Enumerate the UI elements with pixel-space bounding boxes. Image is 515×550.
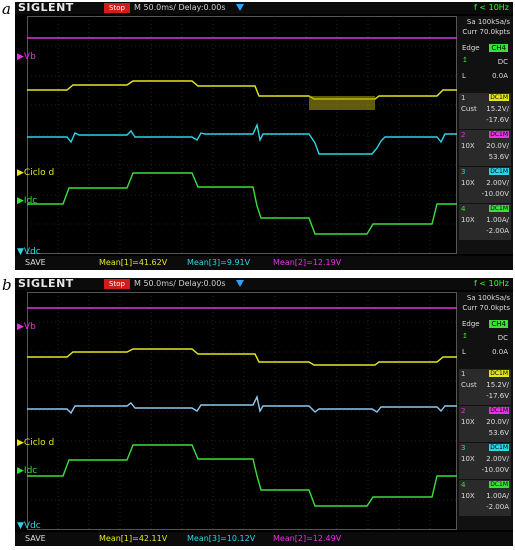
save-button[interactable]: SAVE bbox=[25, 258, 46, 267]
right-info-panel: Sa 100kSa/s Curr 70.0kpts Edge CH4 ↥ DC … bbox=[457, 292, 513, 530]
trigger-info[interactable]: Edge CH4 ↥ DC L 0.0A bbox=[459, 44, 511, 86]
oscilloscope-screen-b: SIGLENT Stop M 50.0ms/ Delay:0.00s f < 1… bbox=[15, 278, 513, 546]
frequency-readout: f < 10Hz bbox=[474, 279, 509, 288]
trace-label-vdc: ▼Vdc bbox=[17, 247, 41, 257]
trace-ciclo-d bbox=[27, 80, 457, 100]
sample-rate: Sa 100kSa/s bbox=[466, 18, 510, 26]
rising-edge-icon: ↥ bbox=[462, 332, 468, 340]
waveform-display bbox=[27, 16, 457, 254]
trigger-mode: Edge bbox=[462, 44, 480, 52]
trigger-level-label: L bbox=[462, 72, 466, 80]
trace-label-ciclo: ▶Ciclo d bbox=[17, 438, 55, 448]
bottom-measure-bar: SAVE Mean[1]=42.11V Mean[3]=10.12V Mean[… bbox=[15, 532, 513, 546]
panel-a-label: a bbox=[2, 0, 11, 18]
waveform-grid bbox=[27, 16, 457, 254]
brand-logo: SIGLENT bbox=[18, 2, 74, 14]
sample-rate: Sa 100kSa/s bbox=[466, 294, 510, 302]
trace-label-vb: ▶Vb bbox=[17, 52, 36, 62]
trigger-coupling: DC bbox=[497, 334, 508, 342]
channel-2-box[interactable]: 2 DC1M 10X 20.0V/ 53.6V bbox=[459, 406, 511, 442]
mean-2-readout: Mean[2]=12.19V bbox=[273, 258, 342, 267]
trigger-mode: Edge bbox=[462, 320, 480, 328]
panel-b-label: b bbox=[2, 276, 12, 294]
top-status-bar: SIGLENT Stop M 50.0ms/ Delay:0.00s f < 1… bbox=[15, 2, 513, 14]
brand-logo: SIGLENT bbox=[18, 278, 74, 290]
mean-1-readout: Mean[1]=42.11V bbox=[99, 534, 168, 543]
mean-1-readout: Mean[1]=41.62V bbox=[99, 258, 168, 267]
right-info-panel: Sa 100kSa/s Curr 70.0kpts Edge CH4 ↥ DC … bbox=[457, 16, 513, 254]
mean-3-readout: Mean[3]=9.91V bbox=[187, 258, 251, 267]
channel-1-box[interactable]: 1 DC1M Cust 15.2V/ -17.6V bbox=[459, 93, 511, 129]
trigger-level-label: L bbox=[462, 348, 466, 356]
save-button[interactable]: SAVE bbox=[25, 534, 46, 543]
timebase-readout: M 50.0ms/ Delay:0.00s bbox=[134, 3, 226, 12]
frequency-readout: f < 10Hz bbox=[474, 3, 509, 12]
bottom-measure-bar: SAVE Mean[1]=41.62V Mean[3]=9.91V Mean[2… bbox=[15, 256, 513, 270]
trace-idc bbox=[27, 172, 457, 235]
trace-idc bbox=[27, 444, 457, 507]
trigger-position-icon bbox=[236, 280, 244, 287]
channel-3-box[interactable]: 3 DC1M 10X 2.00V/ -10.00V bbox=[459, 443, 511, 479]
mean-3-readout: Mean[3]=10.12V bbox=[187, 534, 256, 543]
mean-2-readout: Mean[2]=12.49V bbox=[273, 534, 342, 543]
trace-vdc-cyan bbox=[27, 122, 457, 155]
trace-label-vdc: ▼Vdc bbox=[17, 521, 41, 531]
trace-label-idc: ▶Idc bbox=[17, 196, 38, 206]
trace-label-vb: ▶Vb bbox=[17, 322, 36, 332]
waveform-display bbox=[27, 292, 457, 530]
trigger-info[interactable]: Edge CH4 ↥ DC L 0.0A bbox=[459, 320, 511, 362]
run-stop-indicator[interactable]: Stop bbox=[104, 3, 130, 13]
trace-label-idc: ▶Idc bbox=[17, 466, 38, 476]
trigger-source: CH4 bbox=[489, 320, 508, 328]
trigger-level: 0.0A bbox=[492, 348, 508, 356]
waveform-grid bbox=[27, 292, 457, 530]
trigger-level: 0.0A bbox=[492, 72, 508, 80]
rising-edge-icon: ↥ bbox=[462, 56, 468, 64]
timebase-readout: M 50.0ms/ Delay:0.00s bbox=[134, 279, 226, 288]
trigger-source: CH4 bbox=[489, 44, 508, 52]
run-stop-indicator[interactable]: Stop bbox=[104, 279, 130, 289]
oscilloscope-screen-a: SIGLENT Stop M 50.0ms/ Delay:0.00s f < 1… bbox=[15, 2, 513, 270]
trace-ciclo-d bbox=[27, 348, 457, 366]
memory-depth: Curr 70.0kpts bbox=[462, 304, 510, 312]
top-status-bar: SIGLENT Stop M 50.0ms/ Delay:0.00s f < 1… bbox=[15, 278, 513, 290]
memory-depth: Curr 70.0kpts bbox=[462, 28, 510, 36]
trigger-position-icon bbox=[236, 4, 244, 11]
trace-vdc-cyan bbox=[27, 394, 457, 415]
channel-3-box[interactable]: 3 DC1M 10X 2.00V/ -10.00V bbox=[459, 167, 511, 203]
channel-2-box[interactable]: 2 DC1M 10X 20.0V/ 53.6V bbox=[459, 130, 511, 166]
channel-1-box[interactable]: 1 DC1M Cust 15.2V/ -17.6V bbox=[459, 369, 511, 405]
channel-4-box[interactable]: 4 DC1M 10X 1.00A/ -2.00A bbox=[459, 204, 511, 240]
trigger-coupling: DC bbox=[497, 58, 508, 66]
trace-label-ciclo: ▶Ciclo d bbox=[17, 168, 55, 178]
channel-4-box[interactable]: 4 DC1M 10X 1.00A/ -2.00A bbox=[459, 480, 511, 516]
